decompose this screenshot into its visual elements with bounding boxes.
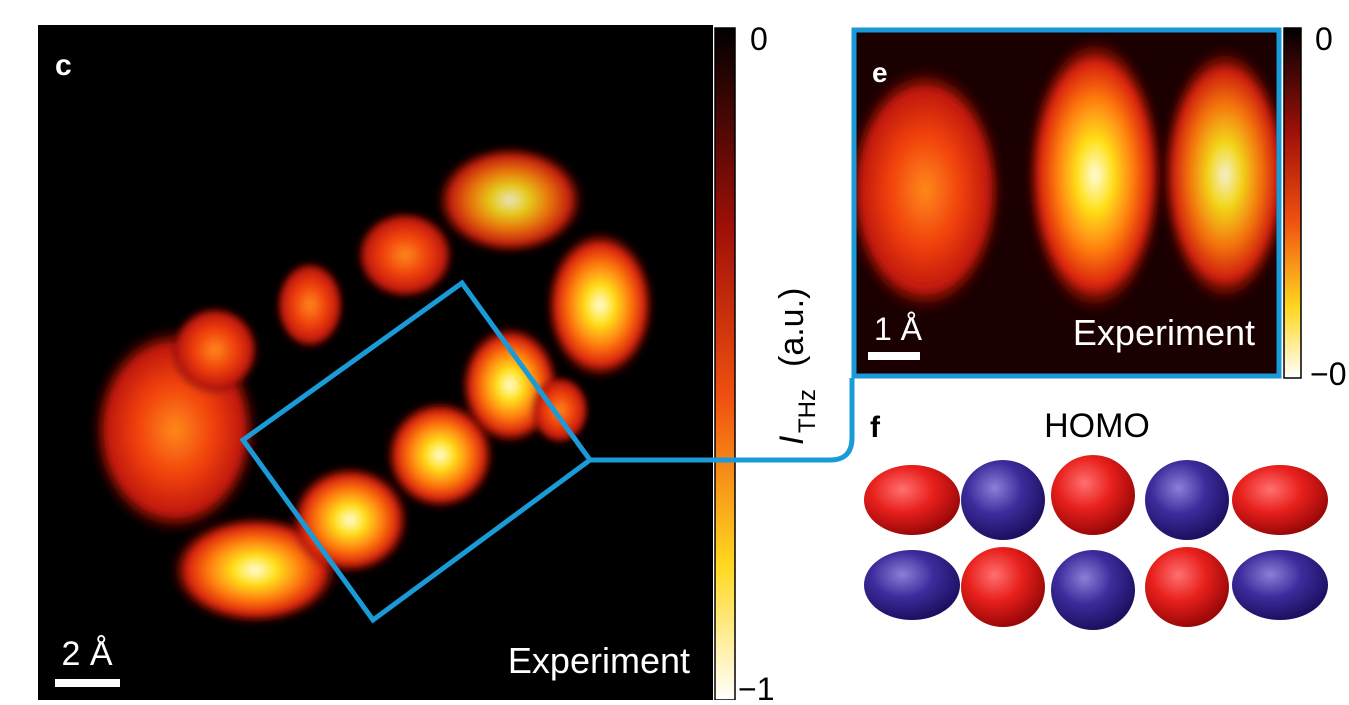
colorbar-top: 0: [1315, 21, 1333, 57]
lobe: [1145, 460, 1229, 540]
lobe: [1051, 550, 1135, 630]
axis-symbol: I: [773, 435, 811, 445]
panel-c: c 2 Å Experiment: [38, 25, 713, 700]
lobe: [864, 465, 960, 535]
colorbar-bottom: −1: [738, 671, 774, 700]
lobe: [864, 550, 960, 620]
orbital-title: HOMO: [1044, 407, 1150, 445]
scale-bar: [868, 352, 920, 360]
caption: Experiment: [1073, 312, 1255, 353]
colorbar: [715, 28, 735, 700]
colorbar-axis-label: I THz (a.u.): [773, 288, 821, 445]
colorbar-top: 0: [750, 21, 768, 57]
lobe: [961, 547, 1045, 627]
colorbar-bottom: −0: [1310, 356, 1346, 392]
lobe: [1232, 550, 1328, 620]
lobe: [1145, 547, 1229, 627]
scale-bar-label: 1 Å: [874, 311, 923, 347]
colorbar-e: 0 −0: [1284, 21, 1346, 392]
panel-label: c: [55, 49, 72, 82]
scale-bar-label: 2 Å: [61, 635, 112, 673]
orbital-lobes: [864, 455, 1328, 630]
caption: Experiment: [508, 640, 690, 681]
panel-label: e: [872, 57, 888, 88]
colorbar-c: 0 −1 I THz (a.u.): [715, 21, 821, 700]
axis-subscript: THz: [794, 389, 821, 433]
lobe: [961, 460, 1045, 540]
figure: c 2 Å Experiment 0 −1 I THz (a.u.) e 1 Å…: [0, 0, 1349, 700]
lobe: [1232, 465, 1328, 535]
lobe: [1051, 455, 1135, 535]
panel-e: e 1 Å Experiment: [845, 30, 1290, 376]
axis-unit: (a.u.): [773, 288, 811, 367]
scale-bar: [55, 679, 120, 687]
panel-label: f: [870, 411, 881, 444]
panel-f: f HOMO: [864, 407, 1328, 630]
colorbar: [1284, 28, 1301, 378]
heatmap-e: [845, 35, 1290, 315]
